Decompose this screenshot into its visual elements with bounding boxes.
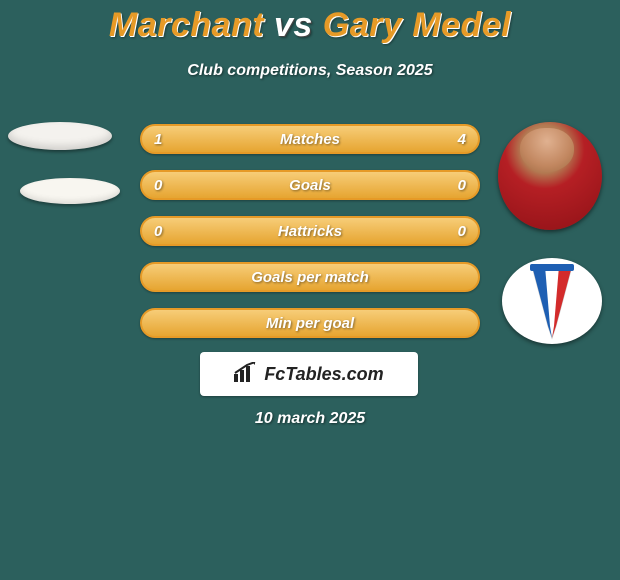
stat-label: Matches [142,126,478,152]
page-title: Marchant vs Gary Medel [0,6,620,45]
stat-bar-hattricks: 0 Hattricks 0 [140,216,480,246]
stat-bars: 1 Matches 4 0 Goals 0 0 Hattricks 0 Goal… [140,124,480,354]
stat-label: Goals per match [142,264,478,290]
date-text: 10 march 2025 [0,410,620,428]
player1-club-placeholder [20,178,120,204]
stat-label: Min per goal [142,310,478,336]
stat-label: Hattricks [142,218,478,244]
player1-photo-placeholder [8,122,112,150]
player2-name: Gary Medel [323,6,511,44]
stat-right-value: 0 [458,218,466,244]
player1-name: Marchant [109,6,264,44]
stat-right-value: 4 [458,126,466,152]
vs-text: vs [274,6,313,44]
stat-right-value: 0 [458,172,466,198]
comparison-infographic: Marchant vs Gary Medel Club competitions… [0,0,620,580]
subtitle: Club competitions, Season 2025 [0,62,620,80]
player2-photo [498,122,602,230]
brand-text: FcTables.com [264,364,383,385]
stat-label: Goals [142,172,478,198]
stat-bar-matches: 1 Matches 4 [140,124,480,154]
brand-badge: FcTables.com [200,352,418,396]
chart-icon [234,362,258,387]
stat-bar-min-per-goal: Min per goal [140,308,480,338]
stat-bar-goals: 0 Goals 0 [140,170,480,200]
stat-bar-goals-per-match: Goals per match [140,262,480,292]
player2-club-crest [502,258,602,344]
